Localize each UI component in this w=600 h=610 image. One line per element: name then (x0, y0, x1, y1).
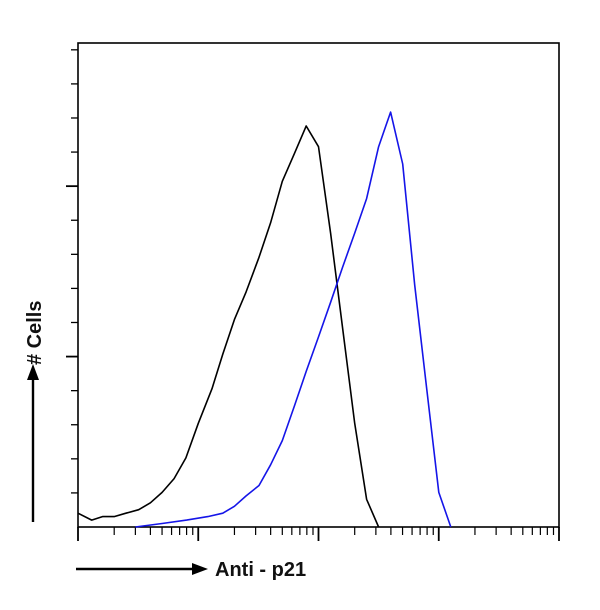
x-axis-label: Anti - p21 (215, 559, 306, 581)
histogram-series-2 (135, 111, 452, 528)
plot-frame (77, 42, 560, 528)
x-axis-arrow-icon (192, 563, 208, 575)
y-axis-arrow-icon (27, 364, 39, 380)
histogram-series-1 (77, 125, 380, 528)
y-axis-label: # Cells (24, 301, 46, 365)
y-axis-ticks (66, 49, 78, 494)
x-axis-ticks (77, 527, 560, 541)
series-layer (77, 111, 452, 528)
